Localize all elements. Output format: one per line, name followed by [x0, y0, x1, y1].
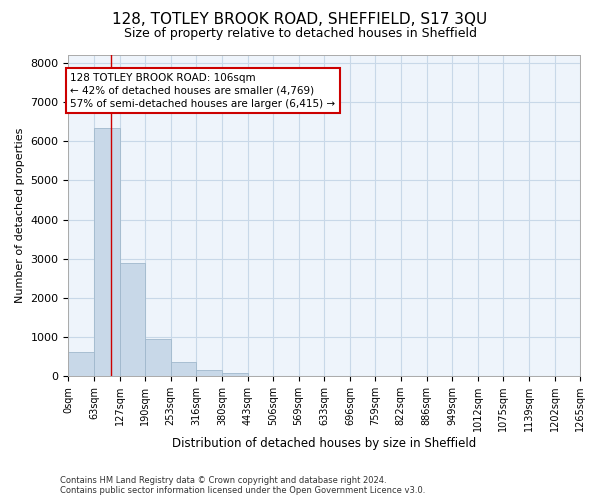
Bar: [222, 372, 248, 376]
Y-axis label: Number of detached properties: Number of detached properties: [15, 128, 25, 304]
Text: 128 TOTLEY BROOK ROAD: 106sqm
← 42% of detached houses are smaller (4,769)
57% o: 128 TOTLEY BROOK ROAD: 106sqm ← 42% of d…: [70, 72, 335, 109]
Bar: [145, 338, 171, 376]
Text: Contains HM Land Registry data © Crown copyright and database right 2024.
Contai: Contains HM Land Registry data © Crown c…: [60, 476, 425, 495]
Bar: [68, 352, 94, 376]
X-axis label: Distribution of detached houses by size in Sheffield: Distribution of detached houses by size …: [172, 437, 476, 450]
Bar: [120, 262, 145, 376]
Text: Size of property relative to detached houses in Sheffield: Size of property relative to detached ho…: [124, 28, 476, 40]
Bar: [196, 370, 222, 376]
Text: 128, TOTLEY BROOK ROAD, SHEFFIELD, S17 3QU: 128, TOTLEY BROOK ROAD, SHEFFIELD, S17 3…: [112, 12, 488, 28]
Bar: [94, 128, 120, 376]
Bar: [171, 362, 196, 376]
